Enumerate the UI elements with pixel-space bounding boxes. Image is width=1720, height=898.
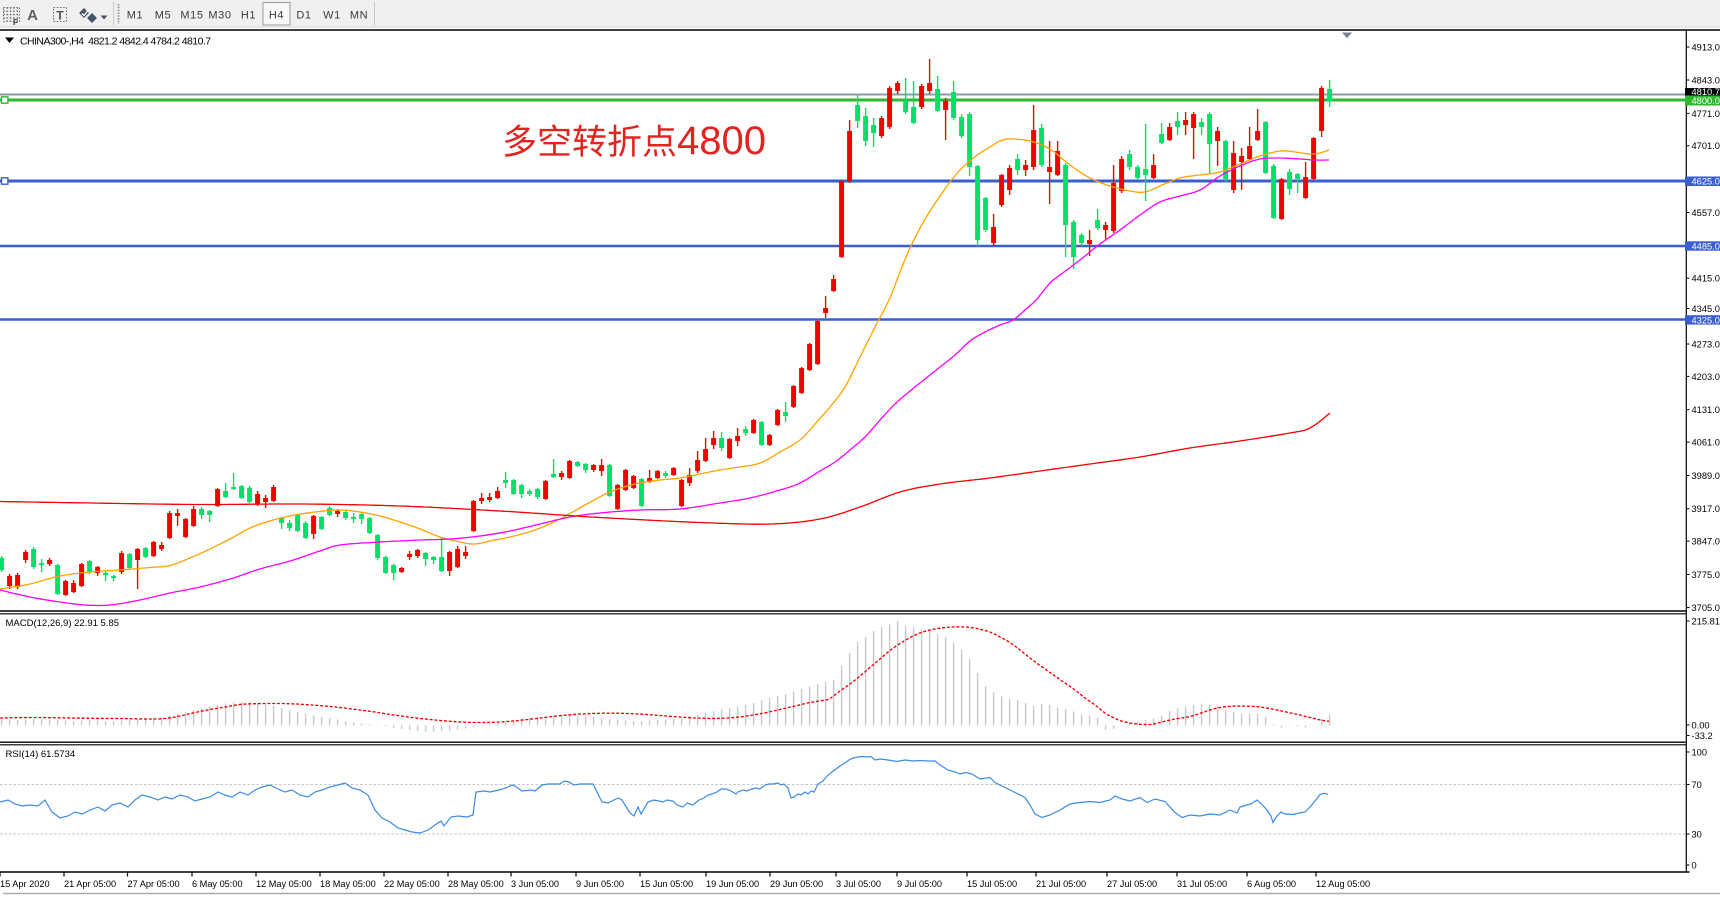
svg-text:21 Jul 05:00: 21 Jul 05:00 <box>1036 879 1086 889</box>
svg-text:4273.0: 4273.0 <box>1692 339 1720 349</box>
svg-text:0.00: 0.00 <box>1692 720 1710 730</box>
svg-text:29 Jun 05:00: 29 Jun 05:00 <box>770 879 823 889</box>
svg-text:9 Jun 05:00: 9 Jun 05:00 <box>576 879 624 889</box>
svg-text:3 Jul 05:00: 3 Jul 05:00 <box>836 879 881 889</box>
svg-text:T: T <box>56 9 64 23</box>
svg-text:0: 0 <box>1692 860 1697 870</box>
svg-text:4485.0: 4485.0 <box>1692 241 1720 251</box>
svg-text:4913.0: 4913.0 <box>1692 42 1720 52</box>
svg-text:4843.0: 4843.0 <box>1692 75 1720 85</box>
svg-text:28 May 05:00: 28 May 05:00 <box>448 879 504 889</box>
svg-text:CHINA300-,H4 4821.2 4842.4 47: CHINA300-,H4 4821.2 4842.4 4784.2 4810.7 <box>20 36 211 48</box>
svg-text:3775.0: 3775.0 <box>1692 570 1720 580</box>
svg-text:4061.0: 4061.0 <box>1692 438 1720 448</box>
svg-text:3705.0: 3705.0 <box>1692 603 1720 613</box>
svg-text:F: F <box>13 18 18 27</box>
svg-text:H4: H4 <box>269 10 284 22</box>
svg-text:4800: 4800 <box>677 119 766 163</box>
svg-text:4415.0: 4415.0 <box>1692 274 1720 284</box>
svg-text:4345.0: 4345.0 <box>1692 304 1720 314</box>
svg-text:215.81: 215.81 <box>1692 616 1720 626</box>
svg-text:M30: M30 <box>208 10 231 22</box>
svg-text:4810.7: 4810.7 <box>1692 87 1720 97</box>
svg-text:4325.0: 4325.0 <box>1692 315 1720 325</box>
svg-text:19 Jun 05:00: 19 Jun 05:00 <box>706 879 759 889</box>
svg-text:12 Aug 05:00: 12 Aug 05:00 <box>1316 879 1370 889</box>
svg-text:4701.0: 4701.0 <box>1692 141 1720 151</box>
svg-text:MN: MN <box>350 10 368 22</box>
svg-text:M1: M1 <box>127 10 143 22</box>
svg-text:9 Jul 05:00: 9 Jul 05:00 <box>897 879 942 889</box>
svg-text:3 Jun 05:00: 3 Jun 05:00 <box>511 879 559 889</box>
svg-text:18 May 05:00: 18 May 05:00 <box>320 879 376 889</box>
svg-text:MACD(12,26,9) 22.91 5.85: MACD(12,26,9) 22.91 5.85 <box>6 618 120 629</box>
svg-text:12 May 05:00: 12 May 05:00 <box>256 879 312 889</box>
svg-text:6 May 05:00: 6 May 05:00 <box>192 879 243 889</box>
svg-text:31 Jul 05:00: 31 Jul 05:00 <box>1177 879 1227 889</box>
svg-text:D1: D1 <box>296 10 311 22</box>
svg-text:27 Apr 05:00: 27 Apr 05:00 <box>128 879 180 889</box>
svg-text:3917.0: 3917.0 <box>1692 504 1720 514</box>
svg-text:4557.0: 4557.0 <box>1692 208 1720 218</box>
svg-text:M5: M5 <box>155 10 171 22</box>
svg-text:W1: W1 <box>323 10 341 22</box>
svg-text:21 Apr 05:00: 21 Apr 05:00 <box>64 879 116 889</box>
svg-text:3847.0: 3847.0 <box>1692 537 1720 547</box>
svg-text:70: 70 <box>1692 780 1702 790</box>
svg-text:A: A <box>27 7 38 24</box>
svg-text:4625.0: 4625.0 <box>1692 177 1720 187</box>
svg-text:-33.2: -33.2 <box>1692 731 1713 741</box>
svg-text:4203.0: 4203.0 <box>1692 372 1720 382</box>
svg-text:M15: M15 <box>180 10 203 22</box>
svg-text:4771.0: 4771.0 <box>1692 109 1720 119</box>
svg-text:H1: H1 <box>241 10 256 22</box>
svg-text:6 Aug 05:00: 6 Aug 05:00 <box>1247 879 1296 889</box>
svg-text:15 Jul 05:00: 15 Jul 05:00 <box>967 879 1017 889</box>
svg-text:15 Jun 05:00: 15 Jun 05:00 <box>640 879 693 889</box>
svg-text:27 Jul 05:00: 27 Jul 05:00 <box>1107 879 1157 889</box>
svg-text:30: 30 <box>1692 829 1702 839</box>
svg-text:22 May 05:00: 22 May 05:00 <box>384 879 440 889</box>
svg-text:15 Apr 2020: 15 Apr 2020 <box>0 879 50 889</box>
svg-text:4131.0: 4131.0 <box>1692 405 1720 415</box>
svg-text:4800.0: 4800.0 <box>1692 96 1720 106</box>
svg-text:100: 100 <box>1692 747 1708 757</box>
svg-text:RSI(14) 61.5734: RSI(14) 61.5734 <box>6 749 76 760</box>
svg-text:3989.0: 3989.0 <box>1692 471 1720 481</box>
